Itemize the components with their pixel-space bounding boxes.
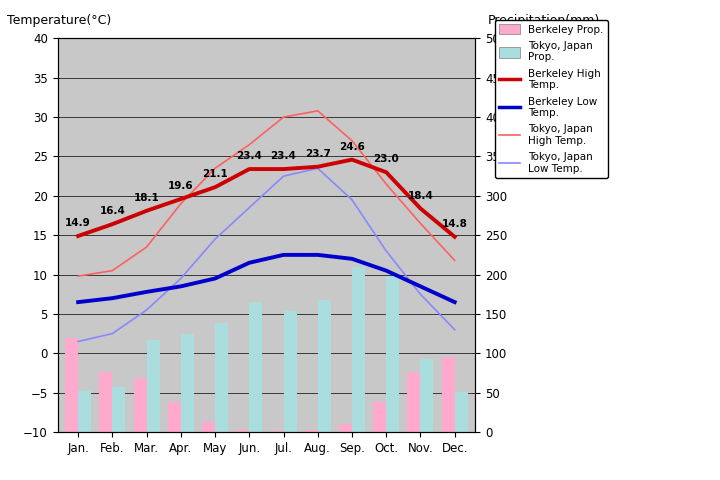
Bar (78, 391, 91, 432)
Bar (318, 300, 330, 432)
Text: 21.1: 21.1 (202, 169, 228, 180)
Text: 23.0: 23.0 (374, 155, 399, 164)
Text: 14.8: 14.8 (442, 219, 467, 229)
Bar (249, 302, 262, 432)
Legend: Berkeley Prop., Tokyo, Japan
Prop., Berkeley High
Temp., Berkeley Low
Temp., Tok: Berkeley Prop., Tokyo, Japan Prop., Berk… (495, 20, 608, 178)
Bar (202, 422, 215, 432)
Text: 23.4: 23.4 (236, 151, 262, 161)
Text: Precipitation(mm): Precipitation(mm) (487, 13, 600, 26)
Bar (305, 430, 318, 432)
Text: 18.1: 18.1 (134, 193, 159, 203)
Bar (441, 357, 454, 432)
Bar (271, 431, 284, 432)
Text: 16.4: 16.4 (99, 206, 125, 216)
Bar (386, 276, 399, 432)
Bar (112, 387, 125, 432)
Text: 24.6: 24.6 (339, 142, 365, 152)
Text: 14.9: 14.9 (66, 218, 91, 228)
Text: 19.6: 19.6 (168, 181, 194, 191)
Bar (236, 430, 249, 432)
Text: 23.7: 23.7 (305, 149, 330, 159)
Bar (284, 311, 297, 432)
Bar (147, 340, 160, 432)
Text: Temperature(°C): Temperature(°C) (7, 13, 112, 26)
Bar (373, 402, 386, 432)
Bar (134, 378, 147, 432)
Bar (181, 334, 194, 432)
Bar (215, 324, 228, 432)
Text: 18.4: 18.4 (408, 191, 433, 201)
Bar (65, 338, 78, 432)
Bar (168, 402, 181, 432)
Bar (420, 359, 433, 432)
Text: 23.4: 23.4 (271, 151, 297, 161)
Bar (352, 267, 365, 432)
Bar (99, 372, 112, 432)
Bar (339, 424, 352, 432)
Bar (454, 392, 468, 432)
Bar (408, 372, 420, 432)
